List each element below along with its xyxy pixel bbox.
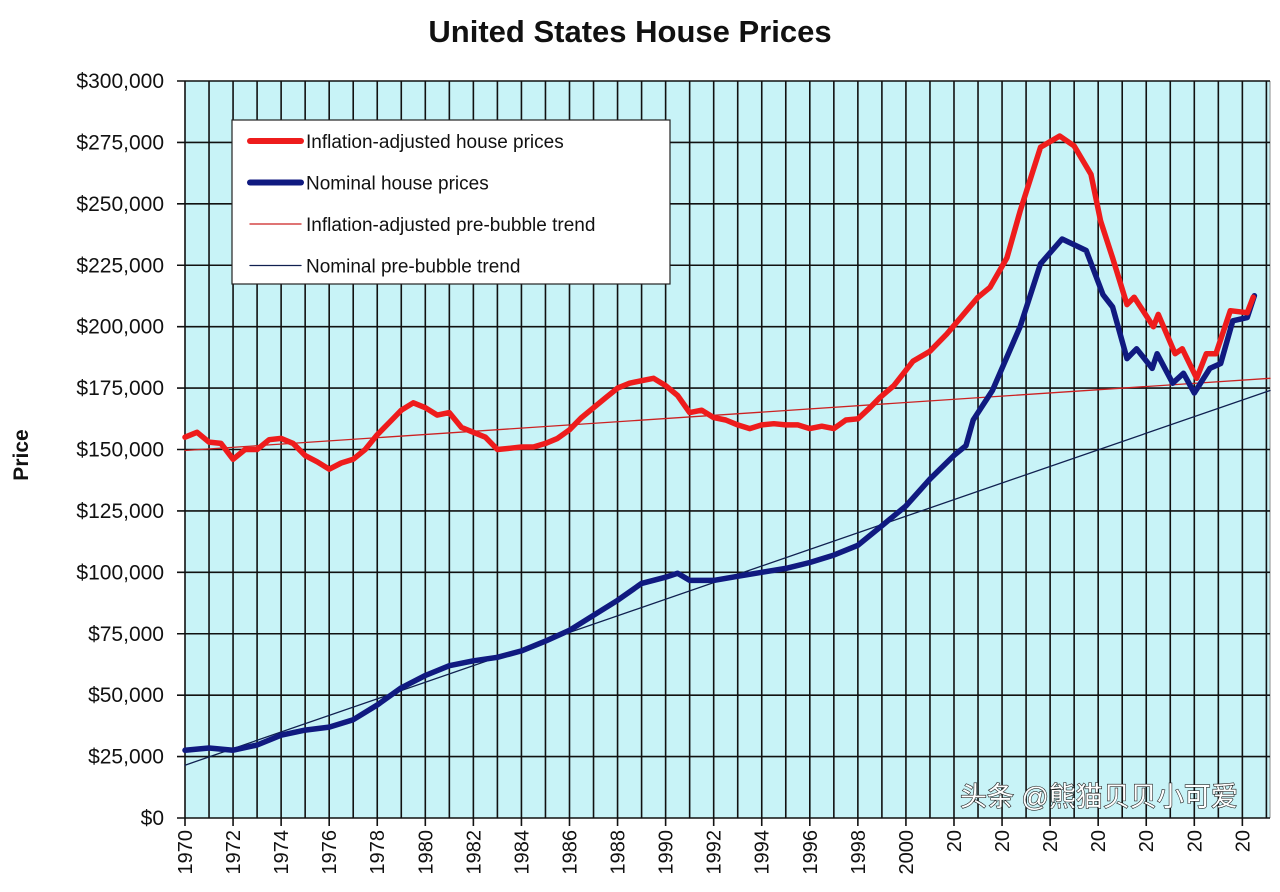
x-tick-label: 1992 [704, 830, 726, 875]
x-tick-label: 1996 [800, 830, 822, 875]
y-tick-label: $50,000 [88, 684, 164, 707]
x-tick-label: 1982 [463, 830, 485, 875]
x-tick-label: 1998 [848, 830, 870, 875]
x-tick-label: 20 [1184, 830, 1206, 852]
legend: Inflation-adjusted house prices Nominal h… [231, 119, 671, 285]
y-tick-label: $0 [141, 807, 164, 830]
series-line-0 [182, 133, 1256, 472]
y-tick-label: $125,000 [76, 500, 164, 523]
x-tick-label: 1978 [367, 830, 389, 875]
x-tick-label: 1984 [511, 830, 533, 875]
x-tick-label: 1990 [656, 830, 678, 875]
legend-label-3: Nominal pre-bubble trend [306, 257, 520, 278]
series-line-1 [182, 236, 1258, 753]
x-tick-label: 20 [1088, 830, 1110, 852]
x-tick-label: 1986 [559, 830, 581, 875]
x-tick-label: 20 [944, 830, 966, 852]
legend-label-0: Inflation-adjusted house prices [306, 132, 564, 153]
x-tick-label: 1974 [271, 830, 293, 875]
x-tick-label: 1988 [608, 830, 630, 875]
y-tick-label: $300,000 [76, 70, 164, 93]
y-tick-label: $25,000 [88, 746, 164, 769]
x-tick-label: 20 [1040, 830, 1062, 852]
legend-label-1: Nominal house prices [306, 174, 489, 195]
series-lines [182, 133, 1271, 766]
y-tick-label: $150,000 [76, 439, 164, 462]
y-tick-label: $200,000 [76, 316, 164, 339]
y-axis-ticks: $0 $25,000 $50,000 $75,000 $100,000 $125,000 $… [76, 70, 164, 830]
y-tick-label: $75,000 [88, 623, 164, 646]
chart-title: United States House Prices [428, 14, 831, 49]
x-tick-label: 1970 [175, 830, 197, 875]
watermark: 头条 @熊猫贝贝小可爱 [960, 782, 1238, 812]
x-tick-label: 1976 [319, 830, 341, 875]
y-tick-label: $275,000 [76, 131, 164, 154]
x-tick-label: 20 [992, 830, 1014, 852]
x-tick-label: 20 [1136, 830, 1158, 852]
x-tick-label: 20 [1232, 830, 1254, 852]
legend-label-2: Inflation-adjusted pre-bubble trend [306, 215, 595, 236]
series-line-2 [184, 377, 1271, 452]
y-tick-label: $250,000 [76, 193, 164, 216]
y-axis-label: Price [10, 429, 33, 480]
x-tick-label: 1994 [752, 830, 774, 875]
x-tick-label: 1972 [223, 830, 245, 875]
y-tick-label: $100,000 [76, 561, 164, 584]
x-axis-ticks: 1970 1972 1974 1976 1978 1980 1982 1984 1986 1988… [175, 830, 1254, 875]
x-tick-label: 2000 [896, 830, 918, 875]
y-tick-label: $225,000 [76, 254, 164, 277]
legend-box [231, 119, 671, 285]
x-tick-label: 1980 [415, 830, 437, 875]
y-tick-label: $175,000 [76, 377, 164, 400]
